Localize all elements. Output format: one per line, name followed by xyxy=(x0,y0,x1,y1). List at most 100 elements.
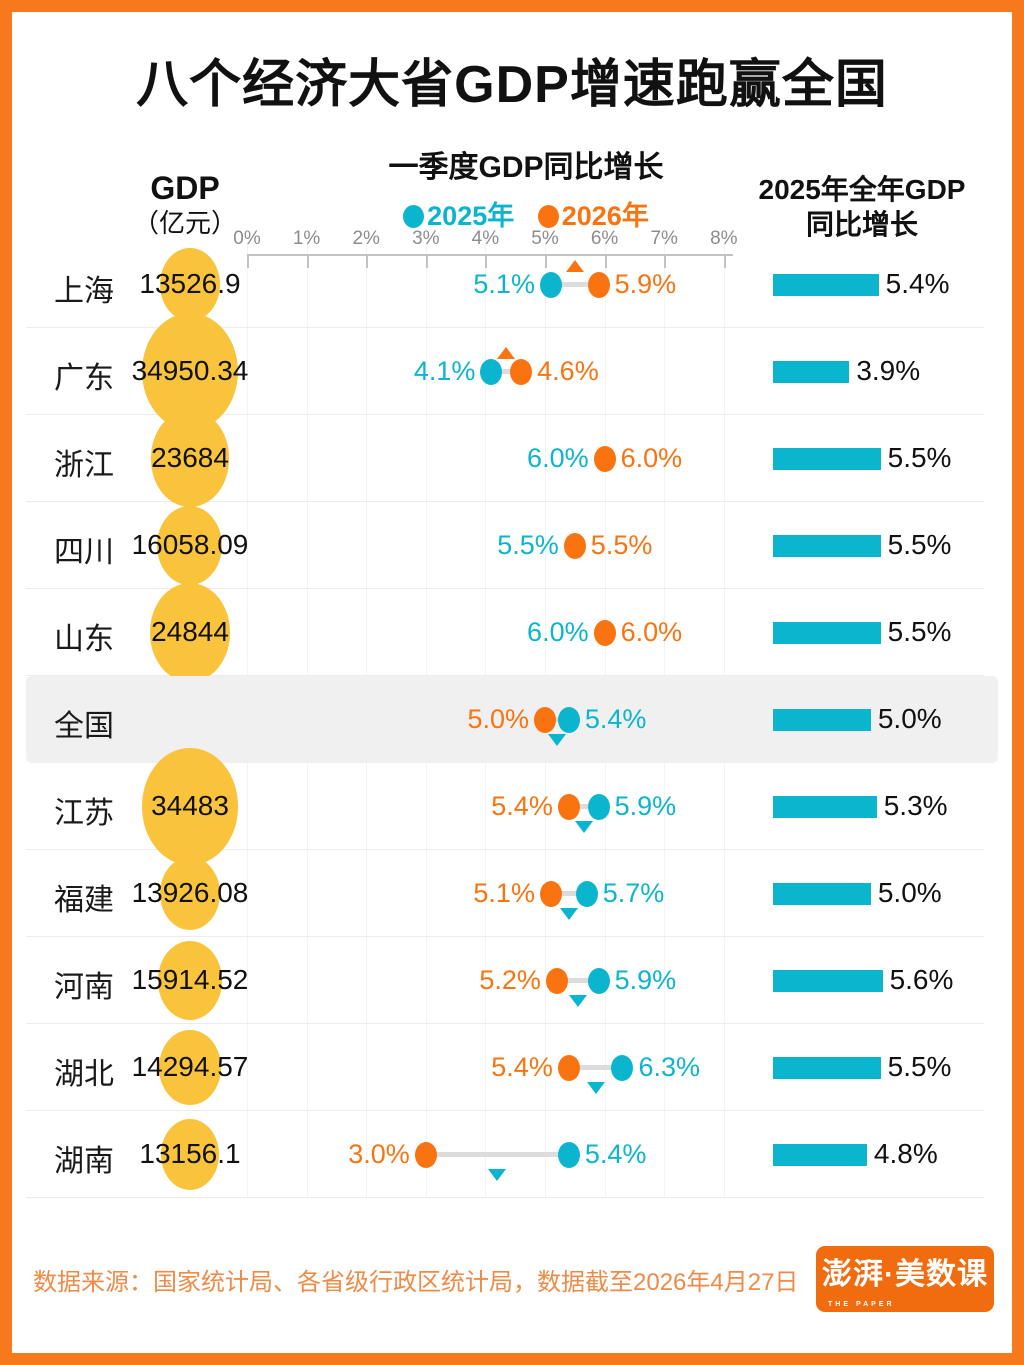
q1-left-value-label: 5.4% xyxy=(491,790,553,821)
axis-tick-mark xyxy=(545,254,547,268)
q1-left-value-label: 5.5% xyxy=(497,529,559,560)
annual-bar xyxy=(773,534,881,557)
q1-right-value-label: 5.5% xyxy=(590,529,653,560)
row-separator xyxy=(26,675,984,676)
province-label: 江苏 xyxy=(54,796,114,830)
trend-down-arrow-icon xyxy=(568,994,587,1007)
annual-bar-label: 4.8% xyxy=(873,1137,938,1169)
q1-right-value-label: 6.0% xyxy=(620,616,683,647)
dumbbell-connector xyxy=(568,1065,623,1070)
annual-bar xyxy=(773,621,881,644)
gdp-bubble xyxy=(160,248,220,321)
gdp-value: 13926.08 xyxy=(131,876,249,908)
annual-bar xyxy=(773,882,871,905)
axis-tick-label: 2% xyxy=(352,228,380,249)
trend-down-arrow-icon xyxy=(488,1168,507,1181)
chart-row: 四川 16058.09 5.5% 5.5% 5.5% xyxy=(0,502,1024,589)
annual-bar xyxy=(773,1143,867,1166)
province-label: 上海 xyxy=(54,274,114,308)
gdp-value: 34950.34 xyxy=(131,354,249,386)
dot-2026 xyxy=(563,532,586,559)
annual-column-header: 2025年全年GDP 同比增长 xyxy=(740,172,984,242)
row-separator xyxy=(26,1197,984,1198)
annual-bar xyxy=(773,708,871,731)
gdp-column-header: GDP （亿元） xyxy=(85,170,285,240)
chart-row: 上海 13526.9 5.1% 5.9% 5.4% xyxy=(0,241,1024,328)
chart-row: 湖北 14294.57 5.4% 6.3% 5.5% xyxy=(0,1024,1024,1111)
chart-row: 河南 15914.52 5.2% 5.9% 5.6% xyxy=(0,937,1024,1024)
q1-right-value-label: 5.4% xyxy=(584,703,647,734)
dumbbell-connector xyxy=(568,804,599,809)
q1-right-value-label: 4.6% xyxy=(537,355,599,386)
annual-bar xyxy=(773,273,879,296)
gdp-value: 24844 xyxy=(151,615,229,647)
gdp-bubble xyxy=(142,748,238,865)
dot-2025 xyxy=(587,967,610,994)
axis-tick-mark xyxy=(366,254,369,268)
dumbbell-connector xyxy=(425,1152,569,1157)
axis-tick-label: 6% xyxy=(590,228,619,249)
province-label: 湖南 xyxy=(54,1144,114,1178)
gdp-value: 23684 xyxy=(151,441,229,473)
dot-2026 xyxy=(539,880,562,907)
province-label: 湖北 xyxy=(54,1057,114,1091)
q1-right-value-label: 5.9% xyxy=(614,964,677,995)
axis-tick-label: 5% xyxy=(531,228,559,249)
annual-title-line1: 2025年全年GDP xyxy=(758,174,966,205)
legend-dot-2025-icon xyxy=(403,205,425,228)
dot-2025 xyxy=(557,1141,580,1168)
axis-tick-mark xyxy=(604,254,607,268)
annual-bar xyxy=(773,1056,881,1079)
dot-2026 xyxy=(534,706,556,733)
row-separator xyxy=(26,327,984,328)
row-separator xyxy=(26,849,984,850)
gdp-value: 15914.52 xyxy=(131,963,249,995)
q1-right-value-label: 5.4% xyxy=(584,1138,647,1169)
legend-label-2025: 2025年 xyxy=(427,201,515,231)
province-label: 浙江 xyxy=(54,448,114,482)
axis-tick-mark xyxy=(485,254,488,268)
gdp-label: GDP xyxy=(150,170,220,206)
gdp-bubble xyxy=(150,410,230,507)
gdp-unit-label: （亿元） xyxy=(132,208,237,238)
annual-bar xyxy=(773,447,881,470)
annual-bar-label: 5.6% xyxy=(889,963,954,995)
dot-2025 xyxy=(539,271,562,298)
province-label: 山东 xyxy=(54,622,114,656)
province-label: 四川 xyxy=(54,535,114,569)
chart-row: 江苏 34483 5.4% 5.9% 5.3% xyxy=(0,748,1024,865)
axis-line xyxy=(247,254,733,256)
trend-down-arrow-icon xyxy=(547,733,566,746)
dumbbell-connector xyxy=(556,978,599,983)
annual-bar-label: 5.0% xyxy=(877,702,942,734)
annual-bar xyxy=(773,969,883,992)
axis-tick-label: 3% xyxy=(412,228,440,249)
gdp-bubble xyxy=(157,941,223,1020)
dot-2026 xyxy=(557,793,580,820)
gdp-value: 34483 xyxy=(151,789,229,821)
q1-left-value-label: 5.0% xyxy=(467,703,529,734)
annual-bar-label: 5.5% xyxy=(887,528,952,560)
q1-right-value-label: 6.3% xyxy=(638,1051,701,1082)
data-source-note: 数据来源：国家统计局、各省级行政区统计局，数据截至2026年4月27日 xyxy=(33,1269,799,1296)
dumbbell-connector xyxy=(545,717,569,722)
dumbbell-connector xyxy=(550,891,587,896)
gdp-bubble xyxy=(160,1118,220,1191)
q1-right-value-label: 5.9% xyxy=(614,790,677,821)
row-separator xyxy=(26,588,984,589)
dot-2025 xyxy=(611,1054,634,1081)
logo-subtext: THE PAPER xyxy=(828,1301,895,1308)
thepaper-logo: 澎湃·美数课 THE PAPER xyxy=(816,1246,994,1312)
legend-item-2026: 2026年 xyxy=(537,194,649,233)
legend: 2025年 2026年 xyxy=(326,194,726,233)
axis-tick-label: 4% xyxy=(471,228,500,249)
chart-row: 福建 13926.08 5.1% 5.7% 5.0% xyxy=(0,850,1024,937)
axis-tick-label: 7% xyxy=(650,228,678,249)
dot-2025 xyxy=(480,358,503,385)
annual-title-line2: 同比增长 xyxy=(805,209,918,240)
dot-2026 xyxy=(587,271,610,298)
row-separator xyxy=(26,1023,984,1024)
legend-item-2025: 2025年 xyxy=(403,194,514,233)
annual-bar-label: 5.3% xyxy=(883,789,948,821)
